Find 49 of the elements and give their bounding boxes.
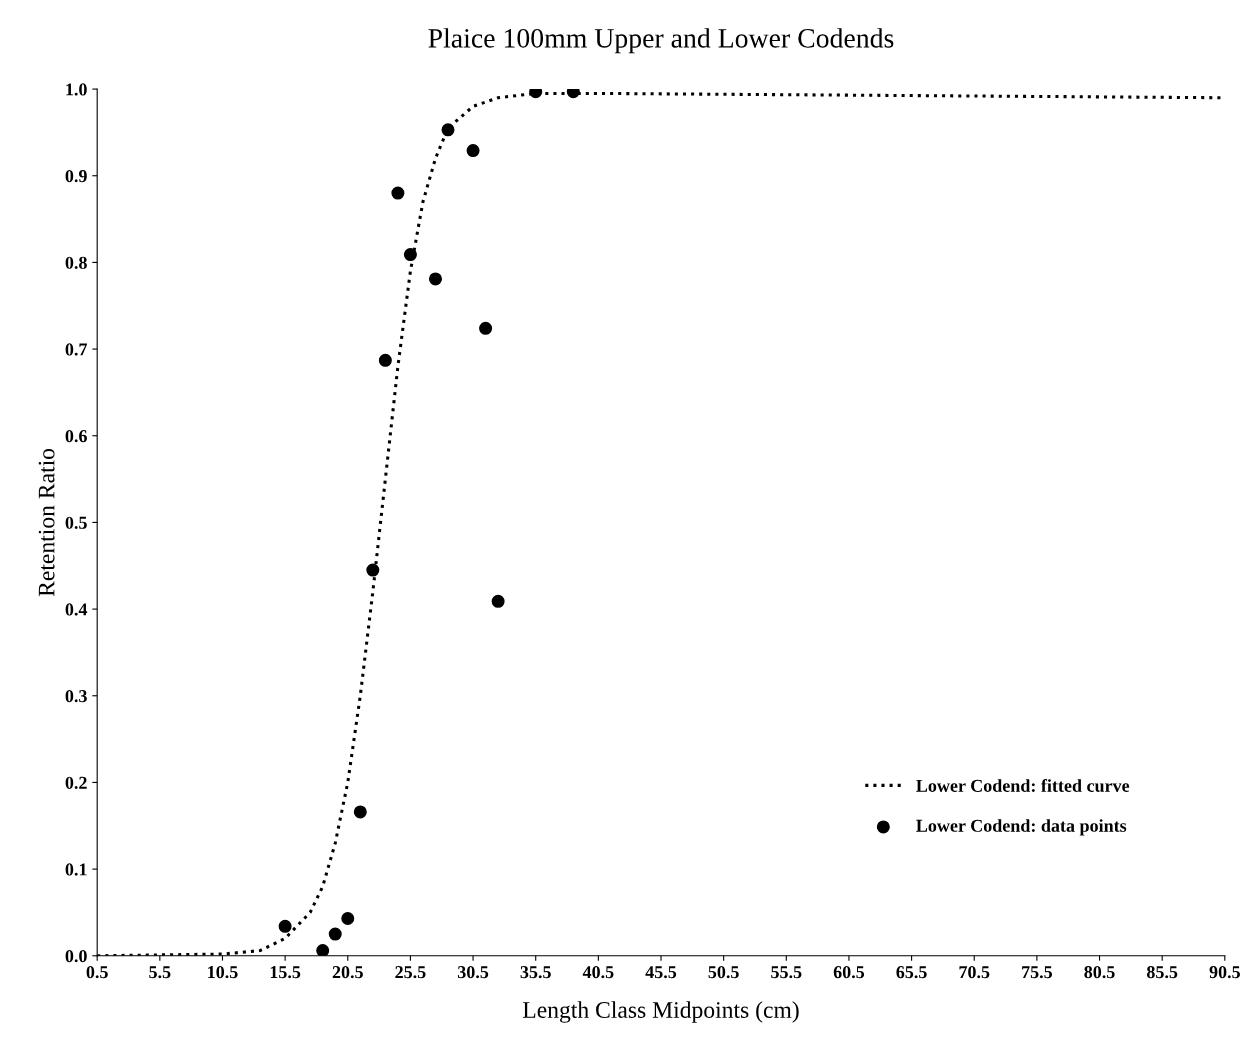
point <box>441 123 455 137</box>
point <box>378 353 392 367</box>
x-tick-label: 60.5 <box>833 966 865 979</box>
y-tick-label: 0.1 <box>65 863 87 876</box>
point <box>479 321 493 335</box>
x-tick-label: 90.5 <box>1209 966 1240 979</box>
x-tick-label: 20.5 <box>332 966 363 979</box>
point <box>341 912 355 926</box>
x-tick-label: 5.5 <box>149 966 171 979</box>
x-tick-label: 75.5 <box>1022 966 1053 979</box>
point <box>466 144 480 158</box>
point <box>366 563 380 577</box>
y-axis-title: Retention Ratio <box>38 448 55 597</box>
x-tick-label: 30.5 <box>457 966 489 979</box>
x-tick-label: 70.5 <box>959 966 990 979</box>
x-tick-label: 50.5 <box>708 966 739 979</box>
x-tick-label: 35.5 <box>520 966 551 979</box>
y-tick-label: 0.4 <box>65 603 88 616</box>
point <box>316 944 330 956</box>
point <box>391 186 405 200</box>
y-tick-label: 0.2 <box>65 776 87 789</box>
x-tick-label: 15.5 <box>270 966 301 979</box>
x-tick-label: 10.5 <box>208 966 238 979</box>
point <box>491 594 505 608</box>
x-tick-label: 85.5 <box>1146 966 1178 979</box>
y-tick-label: 0.8 <box>65 256 87 269</box>
point <box>278 919 292 933</box>
y-tick-label: 0.5 <box>65 516 87 529</box>
point <box>428 272 442 286</box>
point <box>328 927 342 941</box>
x-tick-label: 80.5 <box>1084 966 1115 979</box>
y-tick-label: 0.6 <box>65 430 87 443</box>
legend-label: Lower Codend: fitted curve <box>916 779 1130 792</box>
y-tick-label: 0.3 <box>65 690 87 703</box>
x-axis-title: Length Class Midpoints (cm) <box>522 1001 799 1023</box>
x-tick-label: 25.5 <box>395 966 426 979</box>
x-tick-label: 0.5 <box>86 966 108 979</box>
y-tick-label: 1.0 <box>66 83 87 96</box>
x-tick-label: 55.5 <box>771 966 802 979</box>
y-tick-label: 0.7 <box>65 343 88 356</box>
x-tick-label: 65.5 <box>896 966 927 979</box>
y-tick-label: 0.0 <box>65 950 87 963</box>
point <box>403 248 417 262</box>
x-tick-label: 45.5 <box>645 966 677 979</box>
x-tick-label: 40.5 <box>582 966 614 979</box>
legend-label: Lower Codend: data points <box>916 819 1127 836</box>
chart-title: Plaice 100mm Upper and Lower Codends <box>428 28 894 54</box>
point <box>353 805 367 819</box>
y-tick-label: 0.9 <box>65 170 87 183</box>
